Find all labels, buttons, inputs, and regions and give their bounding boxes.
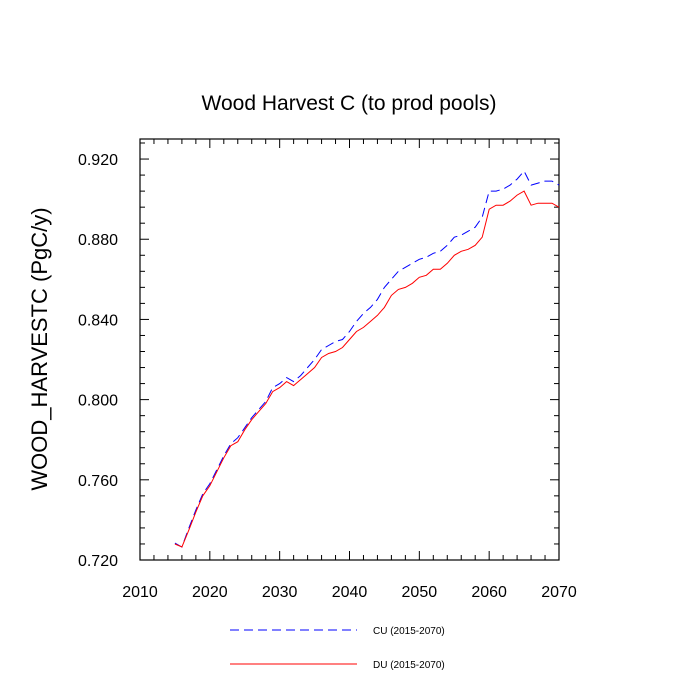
- plot-lines: [174, 170, 560, 548]
- y-tick-label: 0.920: [78, 152, 118, 169]
- x-tick-label: 2060: [471, 584, 507, 601]
- x-tick-label: 2030: [262, 584, 298, 601]
- legend-label-1: DU (2015-2070): [373, 660, 445, 671]
- y-tick-label: 0.880: [78, 232, 118, 249]
- y-tick-label: 0.720: [78, 553, 118, 570]
- legend-label-0: CU (2015-2070): [373, 626, 445, 637]
- x-tick-label: 2010: [122, 584, 158, 601]
- y-tick-label: 0.800: [78, 393, 118, 410]
- chart-title: Wood Harvest C (to prod pools): [202, 92, 497, 115]
- y-axis-label: WOOD_HARVESTC (PgC/y): [27, 207, 52, 490]
- legend: CU (2015-2070) DU (2015-2070): [230, 626, 445, 671]
- x-tick-label: 2070: [541, 584, 577, 601]
- x-tick-label: 2040: [332, 584, 368, 601]
- axes: 2010 2020 2030 2040 2050 2060 2070 0.720 0.760 0.…: [78, 138, 577, 601]
- y-tick-label: 0.760: [78, 473, 118, 490]
- y-tick-label: 0.840: [78, 312, 118, 329]
- series-line-0: [174, 170, 560, 548]
- x-tick-label: 2050: [402, 584, 438, 601]
- x-tick-label: 2020: [192, 584, 228, 601]
- series-line-1: [174, 190, 560, 548]
